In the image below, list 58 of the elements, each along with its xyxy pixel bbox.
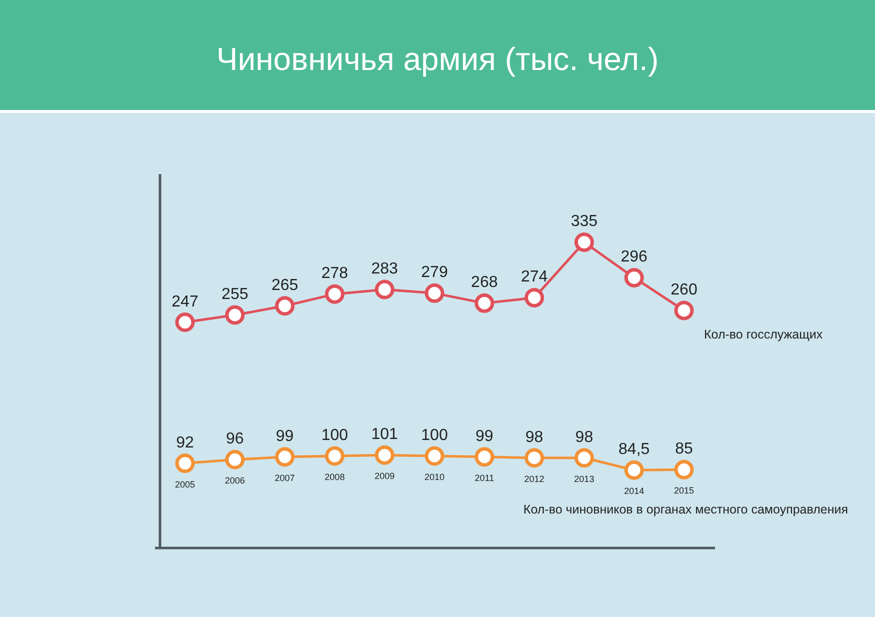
chart-title: Чиновничья армия (тыс. чел.) <box>216 41 659 77</box>
point <box>574 232 594 252</box>
x-tick-label: 2011 <box>474 472 494 483</box>
data-label: 92 <box>176 434 194 452</box>
point <box>624 460 644 480</box>
x-tick-label: 2005 <box>174 479 196 490</box>
point <box>374 445 394 465</box>
point <box>424 283 444 303</box>
x-tick-label: 2013 <box>574 474 594 484</box>
data-label: 283 <box>371 260 398 278</box>
data-label: 99 <box>276 428 294 445</box>
point <box>524 288 544 308</box>
x-tick-label: 2012 <box>524 474 544 484</box>
data-label: 255 <box>222 286 248 304</box>
text: Кол-во чиновников в органах местного самоуправления <box>523 502 848 517</box>
point <box>324 284 344 304</box>
data-label: 101 <box>371 426 398 444</box>
point <box>674 300 694 320</box>
data-label: 100 <box>421 427 448 444</box>
x-tick-label: 2014 <box>624 486 644 496</box>
data-label: 84,5 <box>618 441 650 458</box>
data-label: 96 <box>226 430 244 448</box>
x-tick-label: 2006 <box>224 476 245 486</box>
point <box>225 305 245 325</box>
point <box>324 446 344 466</box>
point <box>225 450 245 470</box>
data-label: 100 <box>321 427 348 444</box>
data-label: 335 <box>570 213 598 230</box>
point <box>424 446 444 466</box>
data-label: 279 <box>421 264 448 282</box>
point <box>574 448 594 468</box>
point <box>175 312 195 332</box>
data-label: 296 <box>620 248 648 266</box>
point <box>624 268 644 288</box>
data-label: 274 <box>520 268 548 286</box>
series-label: Кол-во госслужащих <box>704 327 824 342</box>
x-tick-label: 2010 <box>424 472 445 482</box>
point <box>474 447 494 467</box>
data-label: 260 <box>670 281 698 298</box>
x-tick-label: 2015 <box>674 486 694 496</box>
data-label: 98 <box>575 428 594 446</box>
point <box>474 293 494 313</box>
point <box>275 447 295 467</box>
data-label: 247 <box>172 293 198 310</box>
x-tick-label: 2007 <box>274 472 295 483</box>
data-label: 268 <box>471 274 498 292</box>
point <box>524 448 544 468</box>
data-label: 278 <box>321 265 348 282</box>
x-tick-label: 2009 <box>374 471 395 482</box>
point <box>674 460 694 480</box>
data-label: 98 <box>525 428 544 446</box>
data-label: 265 <box>271 276 298 294</box>
point <box>175 454 195 474</box>
x-tick-label: 2008 <box>324 472 345 482</box>
data-label: 99 <box>476 428 494 445</box>
data-label: 85 <box>675 440 693 458</box>
point <box>374 280 394 300</box>
point <box>275 296 295 316</box>
